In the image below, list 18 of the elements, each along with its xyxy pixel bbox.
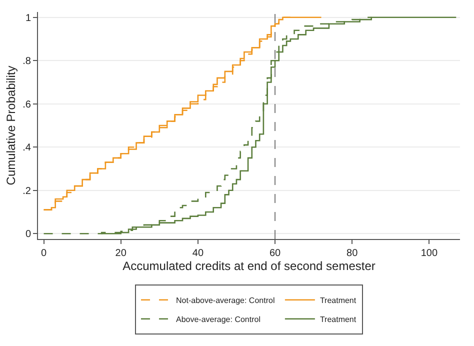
- x-tick-label: 20: [115, 248, 127, 259]
- x-tick-label: 60: [269, 248, 282, 259]
- x-axis-title: Accumulated credits at end of second semester: [122, 259, 376, 273]
- legend-label: Treatment: [320, 315, 357, 324]
- legend-label: Above-average: Control: [176, 315, 261, 324]
- y-tick-label: .8: [22, 56, 32, 68]
- y-tick-label: .2: [22, 186, 32, 197]
- y-tick-label: .6: [22, 99, 32, 110]
- y-tick-label: 1: [25, 12, 32, 24]
- x-tick-label: 100: [420, 248, 438, 259]
- x-tick-label: 0: [41, 248, 47, 259]
- y-tick-label: .4: [22, 142, 32, 154]
- y-tick-label: 0: [25, 229, 32, 240]
- legend-label: Not-above-average: Control: [176, 296, 275, 306]
- y-axis-title: Cumulative Probability: [4, 66, 18, 186]
- x-tick-label: 80: [346, 248, 358, 259]
- x-tick-label: 40: [192, 248, 204, 259]
- legend-label: Treatment: [320, 296, 357, 306]
